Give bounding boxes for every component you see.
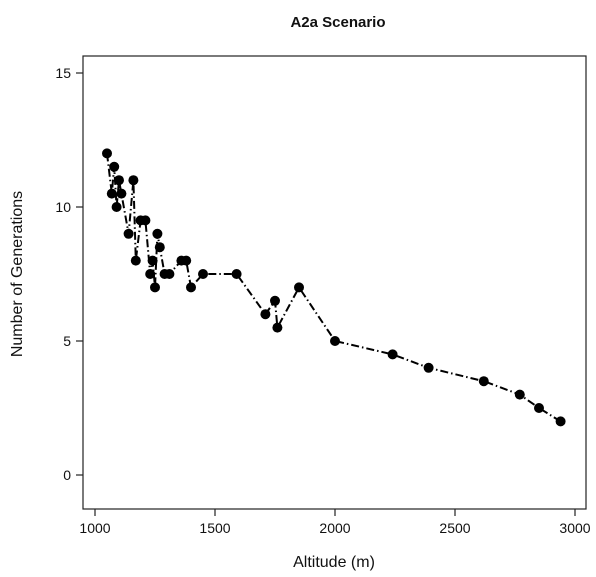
data-point xyxy=(186,282,196,293)
plot-frame xyxy=(82,55,587,510)
data-point xyxy=(152,228,163,239)
data-point xyxy=(130,255,141,266)
data-point xyxy=(272,322,283,333)
y-tick-label: 15 xyxy=(55,65,71,81)
data-point xyxy=(534,403,544,413)
data-point xyxy=(294,282,304,293)
data-point xyxy=(514,389,525,400)
y-axis: 0 5 10 15 xyxy=(55,65,83,483)
x-axis-label: Altitude (m) xyxy=(293,554,375,571)
data-point xyxy=(147,255,158,266)
data-point xyxy=(111,202,122,212)
data-point xyxy=(231,269,242,279)
data-point xyxy=(109,161,120,172)
y-tick-label: 0 xyxy=(63,467,71,483)
y-tick-label: 5 xyxy=(63,333,71,349)
data-point xyxy=(116,188,127,199)
data-point xyxy=(270,295,280,306)
data-point xyxy=(478,376,489,387)
data-point xyxy=(387,349,398,360)
data-point xyxy=(198,269,208,279)
y-axis-label: Number of Generations xyxy=(9,191,26,357)
data-point xyxy=(555,416,566,427)
data-point xyxy=(330,336,340,346)
data-point xyxy=(145,269,156,279)
data-point xyxy=(106,188,117,199)
data-point xyxy=(140,215,151,226)
data-point xyxy=(260,309,271,320)
x-tick-label: 1500 xyxy=(199,520,230,536)
data-point xyxy=(164,269,175,279)
data-point xyxy=(114,175,124,186)
x-tick-label: 2500 xyxy=(439,520,470,536)
y-tick-label: 10 xyxy=(55,199,71,215)
x-axis: 1000 1500 2000 2500 3000 xyxy=(79,509,591,536)
data-point xyxy=(181,255,192,266)
data-points xyxy=(102,148,566,427)
x-tick-label: 1000 xyxy=(79,520,110,536)
x-tick-label: 2000 xyxy=(319,520,350,536)
series-line xyxy=(106,153,562,423)
x-tick-label: 3000 xyxy=(559,520,590,536)
data-point xyxy=(154,242,165,253)
data-point xyxy=(150,282,160,293)
data-point xyxy=(123,228,134,239)
chart-title: A2a Scenario xyxy=(290,14,385,31)
data-point xyxy=(423,362,434,373)
data-point xyxy=(102,148,112,159)
data-point xyxy=(128,175,139,186)
